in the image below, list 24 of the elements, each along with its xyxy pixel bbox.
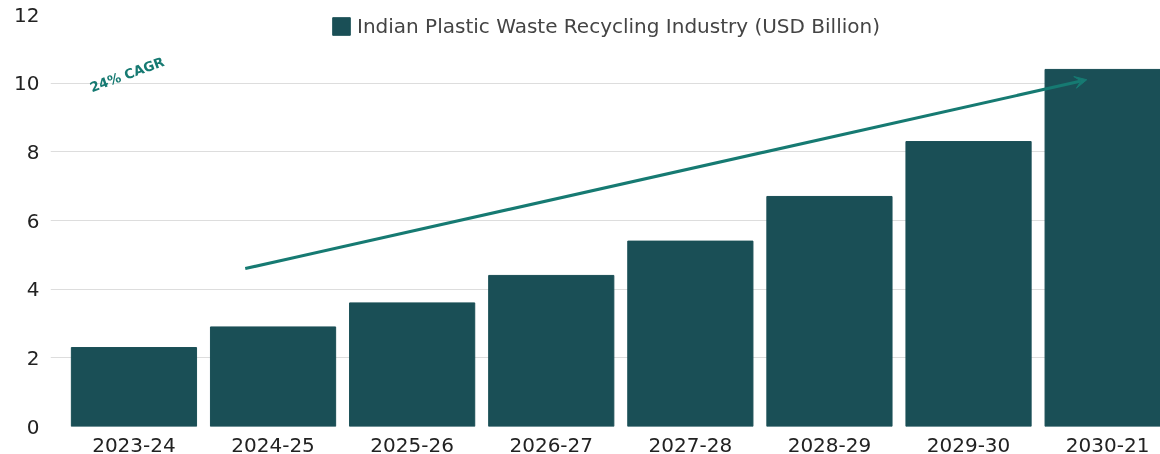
annotation: 24% CAGR <box>87 54 167 95</box>
bar <box>488 274 615 427</box>
bar <box>766 195 893 427</box>
x-tick-label: 2023-24 <box>92 432 176 454</box>
bar <box>349 302 476 427</box>
y-tick-label: 8 <box>26 139 40 164</box>
x-tick-label: 2025-26 <box>370 432 454 454</box>
x-tick-label: 2024-25 <box>231 432 315 454</box>
y-tick-label: 12 <box>14 2 40 27</box>
y-tick-label: 4 <box>26 277 40 302</box>
x-tick-label: 2028-29 <box>787 432 872 454</box>
x-tick-label: 2026-27 <box>509 432 594 454</box>
x-tick-label: 2030-21 <box>1065 432 1150 454</box>
x-tick-label: 2027-28 <box>648 432 733 454</box>
legend-label: Indian Plastic Waste Recycling Industry (USD Billion) <box>357 14 880 38</box>
y-tick-label: 6 <box>26 208 40 233</box>
bar <box>905 141 1032 427</box>
x-tick-label: 2029-30 <box>926 432 1011 454</box>
bar <box>209 326 337 427</box>
bar <box>627 240 754 427</box>
bar <box>70 347 198 427</box>
y-tick-label: 0 <box>26 414 40 439</box>
y-tick-label: 10 <box>14 71 40 96</box>
y-tick-label: 2 <box>26 345 40 370</box>
